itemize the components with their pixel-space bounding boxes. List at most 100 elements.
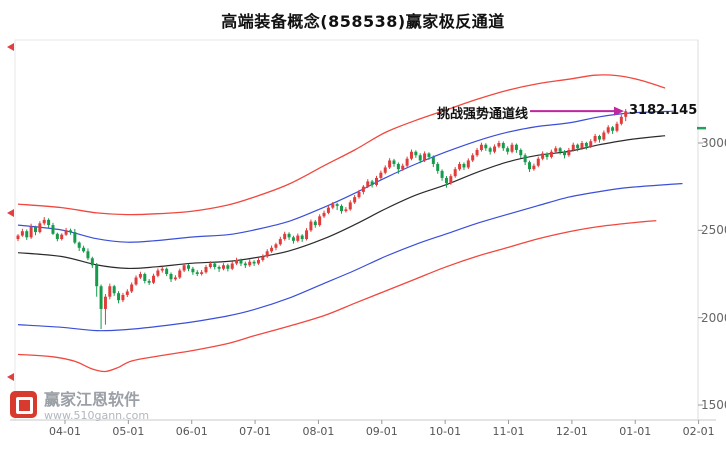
candle-body: [42, 219, 46, 224]
x-axis-label: 06-01: [175, 425, 208, 438]
candle-body: [200, 272, 204, 274]
candle-body: [348, 202, 352, 210]
candle-body: [130, 284, 134, 292]
y-axis-label: 2000: [701, 310, 726, 325]
candle-body: [584, 142, 588, 147]
candle-body: [226, 265, 230, 269]
candle-body: [274, 244, 278, 248]
candle-body: [427, 153, 431, 157]
candle-body: [152, 275, 156, 283]
channel-line-upper-rail-red: [17, 74, 666, 216]
candle-body: [479, 144, 483, 150]
candle-body: [25, 231, 29, 238]
candle-body: [475, 149, 479, 156]
channel-line-weak-line-blue: [17, 182, 683, 332]
candle-body: [60, 234, 64, 240]
channel-line-lower-rail-red: [17, 219, 657, 373]
candle-body: [221, 265, 225, 269]
candle-body: [278, 239, 282, 245]
candle-body: [506, 148, 510, 152]
candle-body: [423, 153, 427, 161]
candle-body: [300, 235, 304, 240]
candle-body: [213, 263, 217, 268]
candle-body: [414, 151, 418, 156]
candle-body: [488, 148, 492, 152]
candle-body: [401, 165, 405, 170]
candle-body: [589, 141, 593, 147]
candle-body: [392, 160, 396, 164]
x-axis-label: 07-01: [239, 425, 272, 438]
candle-body: [305, 230, 309, 240]
candle-body: [331, 204, 335, 208]
candle-body: [606, 127, 610, 133]
candle-body: [322, 212, 326, 217]
candle-body: [611, 127, 615, 131]
candle-body: [493, 146, 497, 152]
y-axis-label: 2500: [701, 223, 726, 238]
candle-body: [497, 142, 501, 147]
candle-body: [405, 158, 409, 166]
candle-body: [243, 263, 247, 266]
candle-body: [554, 148, 558, 152]
candle-body: [239, 260, 243, 264]
candle-body: [230, 263, 234, 269]
candle-body: [178, 270, 182, 278]
candle-body: [624, 111, 628, 117]
candle-body: [602, 132, 606, 140]
candle-body: [191, 268, 195, 273]
page-title: 高端装备概念(858538)赢家极反通道: [221, 12, 505, 31]
candle-body: [458, 163, 462, 170]
candle-body: [283, 233, 287, 240]
candle-body: [340, 205, 344, 212]
candle-body: [33, 226, 37, 233]
candle-body: [165, 268, 169, 274]
candle-body: [558, 148, 562, 152]
candle-body: [38, 223, 42, 233]
candle-body: [117, 293, 121, 301]
candle-body: [287, 233, 291, 238]
candle-body: [436, 163, 440, 171]
candle-body: [195, 272, 199, 274]
candle-body: [112, 286, 116, 294]
candle-body: [576, 144, 580, 149]
candle-body: [593, 136, 597, 142]
candle-body: [563, 151, 566, 156]
candle-body: [318, 216, 322, 226]
candle-body: [47, 219, 51, 226]
candle-body: [344, 209, 348, 212]
candle-body: [182, 265, 186, 271]
candle-body: [169, 273, 173, 280]
candle-body: [121, 294, 125, 301]
x-axis-label: 04-01: [49, 425, 81, 438]
candle-body: [375, 177, 379, 185]
candle-body: [510, 144, 514, 152]
candle-body: [514, 144, 518, 150]
candle-body: [51, 225, 55, 234]
x-axis-label: 05-01: [112, 425, 145, 438]
candle-body: [528, 162, 532, 170]
candle-body: [291, 237, 295, 241]
candle-body: [431, 156, 435, 164]
candle-body: [541, 153, 545, 159]
candle-body: [313, 221, 317, 226]
candle-body: [147, 280, 151, 283]
candle-body: [77, 242, 81, 248]
candle-body: [90, 258, 94, 266]
candle-body: [261, 256, 265, 261]
candle-body: [484, 144, 488, 149]
candle-body: [615, 123, 619, 131]
candle-body: [82, 247, 86, 252]
candle-body: [471, 155, 475, 161]
x-axis-label: 11-01: [492, 425, 525, 438]
candle-body: [409, 151, 413, 159]
candle-body: [29, 226, 33, 238]
candle-body: [353, 197, 357, 203]
watermark-brand-name: 赢家江恩软件: [44, 390, 141, 409]
candle-body: [125, 291, 129, 295]
candle-body: [309, 221, 313, 231]
candle-body: [95, 265, 99, 287]
candle-body: [519, 149, 523, 156]
candle-body: [361, 186, 365, 192]
